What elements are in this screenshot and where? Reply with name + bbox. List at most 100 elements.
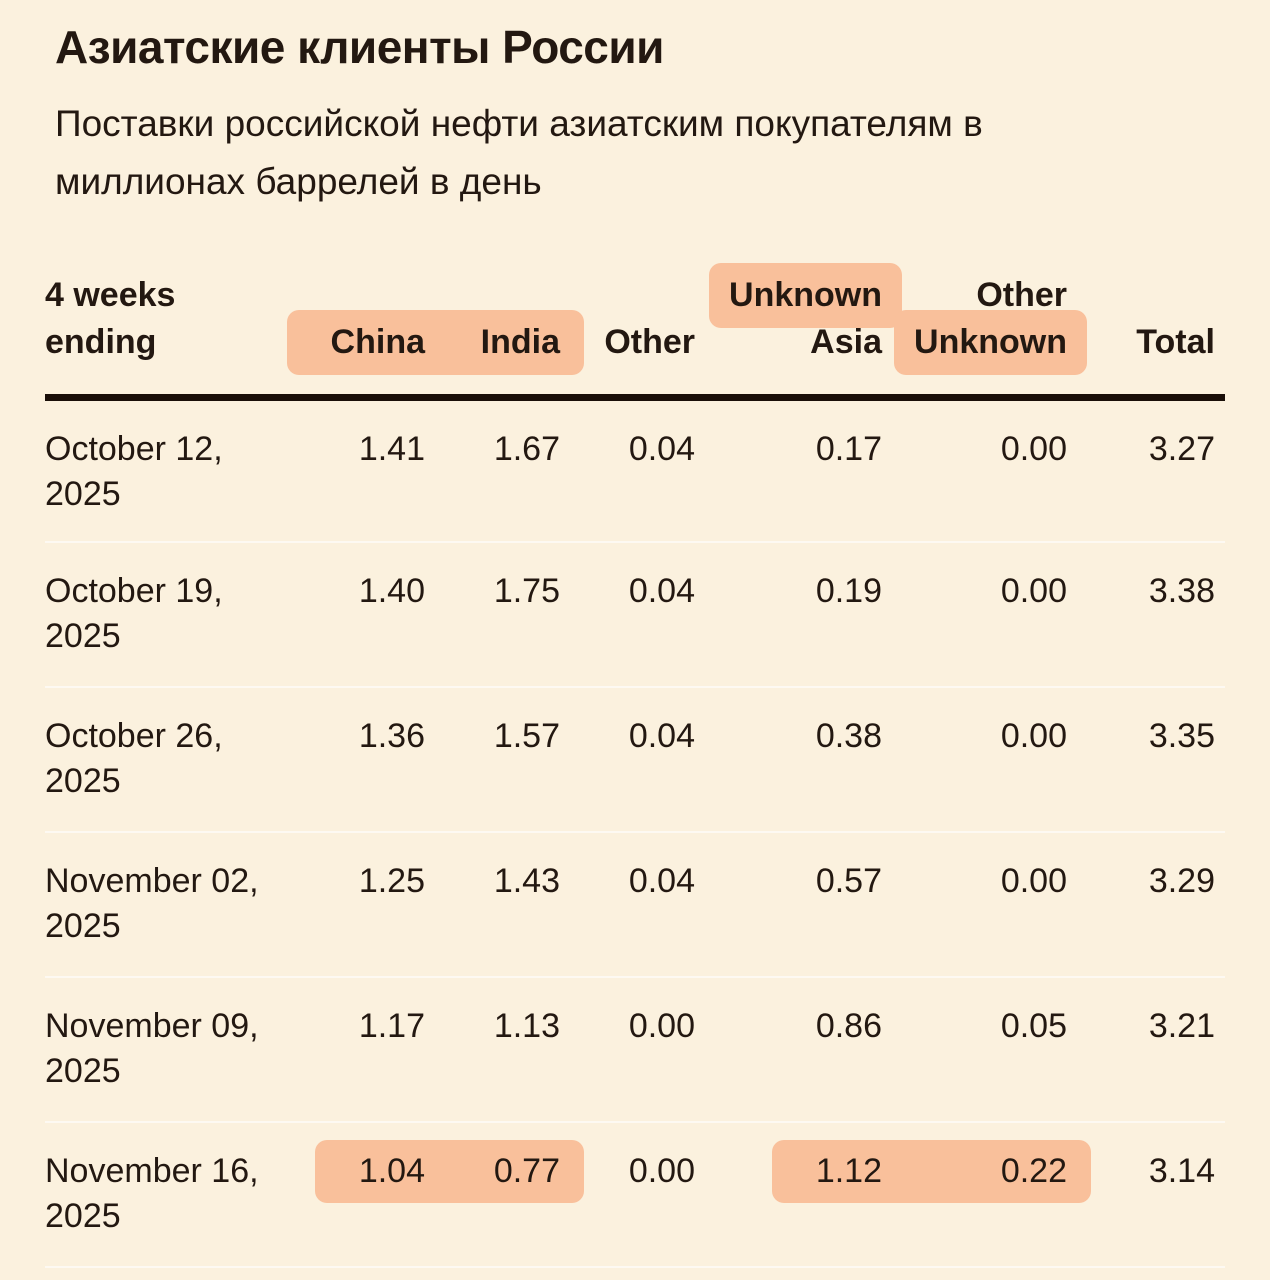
page-title: Азиатские клиенты России [55, 21, 664, 73]
col-header-other-unknown-label2: Unknown [894, 309, 1087, 375]
cell-period-line2: 2025 [45, 1052, 121, 1091]
cell-other-unknown: 0.00 [882, 542, 1067, 689]
cell-unknown-asia: 0.38 [695, 687, 882, 834]
table-row: November 09, 2025 1.17 1.13 0.00 0.86 0.… [45, 977, 1225, 1124]
value-unknown-asia: 0.19 [815, 572, 882, 611]
value-total: 3.21 [1148, 1007, 1215, 1046]
col-header-other-unknown-line2: Unknown [882, 309, 1087, 375]
cell-unknown-asia: 0.86 [695, 977, 882, 1124]
col-header-period-line1: 4 weeks [45, 275, 176, 314]
table-body: October 12, 2025 1.41 1.67 0.04 0.17 0.0… [45, 397, 1225, 1269]
cell-total: 3.38 [1067, 542, 1225, 689]
cell-india: 1.13 [425, 977, 560, 1124]
value-unknown-asia: 0.38 [815, 717, 882, 756]
cell-period: October 19, 2025 [45, 542, 305, 689]
col-header-total: Total [1067, 271, 1225, 401]
value-other-unknown: 0.00 [1000, 572, 1067, 611]
cell-other-unknown: 0.22 [882, 1122, 1091, 1269]
value-china: 1.04 [314, 1140, 425, 1204]
value-other-unknown: 0.22 [882, 1140, 1091, 1204]
value-total: 3.27 [1148, 429, 1215, 468]
header-row: 4 weeks ending China India Other Unknown… [45, 262, 1225, 401]
cell-total: 3.35 [1067, 687, 1225, 834]
col-header-india-label: India [425, 309, 584, 375]
cell-india: 1.67 [425, 397, 560, 544]
col-header-china: China [286, 271, 425, 401]
value-china: 1.41 [358, 429, 425, 468]
col-header-other-unknown: Other Unknown [882, 271, 1087, 401]
cell-period-line2: 2025 [45, 617, 121, 656]
table-row: October 26, 2025 1.36 1.57 0.04 0.38 0.0… [45, 687, 1225, 834]
page-subtitle: Поставки российской нефти азиатским поку… [55, 103, 983, 202]
cell-other-unknown: 0.00 [882, 397, 1067, 544]
value-unknown-asia: 0.17 [815, 429, 882, 468]
cell-total: 3.21 [1067, 977, 1225, 1124]
value-other-unknown: 0.00 [1000, 429, 1067, 468]
cell-period-line1: October 12, [45, 429, 223, 468]
value-china: 1.36 [358, 717, 425, 756]
cell-india: 1.43 [425, 832, 560, 979]
value-china: 1.40 [358, 572, 425, 611]
cell-period-line1: November 16, [45, 1152, 259, 1191]
cell-china: 1.04 [305, 1122, 425, 1269]
value-total: 3.29 [1148, 862, 1215, 901]
col-header-other: Other [560, 271, 695, 401]
col-header-unknown-asia-line1: Unknown [695, 262, 902, 328]
value-total: 3.38 [1148, 572, 1215, 611]
value-china: 1.17 [358, 1007, 425, 1046]
cell-period: November 02, 2025 [45, 832, 305, 979]
value-india: 1.75 [493, 572, 560, 611]
table-row: November 02, 2025 1.25 1.43 0.04 0.57 0.… [45, 832, 1225, 979]
value-india: 1.13 [493, 1007, 560, 1046]
data-table: 4 weeks ending China India Other Unknown… [45, 262, 1225, 1269]
cell-total: 3.29 [1067, 832, 1225, 979]
col-header-other-unknown-line1: Other [976, 275, 1067, 314]
value-total: 3.35 [1148, 717, 1215, 756]
value-unknown-asia: 0.86 [815, 1007, 882, 1046]
col-header-unknown-asia-label1: Unknown [709, 262, 902, 328]
cell-china: 1.17 [305, 977, 425, 1124]
cell-other: 0.04 [560, 687, 695, 834]
value-china: 1.25 [358, 862, 425, 901]
col-header-period-line2: ending [45, 322, 157, 361]
value-unknown-asia: 0.57 [815, 862, 882, 901]
cell-other: 0.04 [560, 397, 695, 544]
cell-total: 3.14 [1067, 1122, 1225, 1269]
col-header-india: India [425, 271, 584, 401]
cell-other-unknown: 0.00 [882, 832, 1067, 979]
cell-period-line2: 2025 [45, 762, 121, 801]
table-row: October 19, 2025 1.40 1.75 0.04 0.19 0.0… [45, 542, 1225, 689]
value-total: 3.14 [1148, 1152, 1215, 1191]
cell-india: 1.75 [425, 542, 560, 689]
cell-other-unknown: 0.00 [882, 687, 1067, 834]
cell-period: November 16, 2025 [45, 1122, 305, 1269]
cell-period-line2: 2025 [45, 474, 121, 513]
table-header: 4 weeks ending China India Other Unknown… [45, 262, 1225, 401]
cell-total: 3.27 [1067, 397, 1225, 544]
value-other: 0.00 [628, 1152, 695, 1191]
cell-other: 0.04 [560, 832, 695, 979]
table-row: November 16, 2025 1.04 0.77 0.00 1.12 0.… [45, 1122, 1225, 1269]
value-other: 0.04 [628, 572, 695, 611]
cell-other: 0.04 [560, 542, 695, 689]
value-other: 0.04 [628, 717, 695, 756]
col-header-unknown-asia-line2: Asia [810, 322, 882, 361]
cell-unknown-asia: 0.57 [695, 832, 882, 979]
col-header-china-label: China [286, 309, 425, 375]
cell-period-line1: November 02, [45, 862, 259, 901]
value-india: 1.67 [493, 429, 560, 468]
value-india: 1.57 [493, 717, 560, 756]
cell-india: 1.57 [425, 687, 560, 834]
value-other: 0.04 [628, 429, 695, 468]
cell-period-line2: 2025 [45, 907, 121, 946]
value-unknown-asia: 1.12 [771, 1140, 882, 1204]
cell-period: November 09, 2025 [45, 977, 305, 1124]
value-india: 1.43 [493, 862, 560, 901]
cell-india: 0.77 [425, 1122, 584, 1269]
cell-period: October 12, 2025 [45, 397, 305, 544]
value-other-unknown: 0.05 [1000, 1007, 1067, 1046]
cell-other: 0.00 [560, 1122, 695, 1269]
value-india: 0.77 [425, 1140, 584, 1204]
cell-china: 1.41 [305, 397, 425, 544]
